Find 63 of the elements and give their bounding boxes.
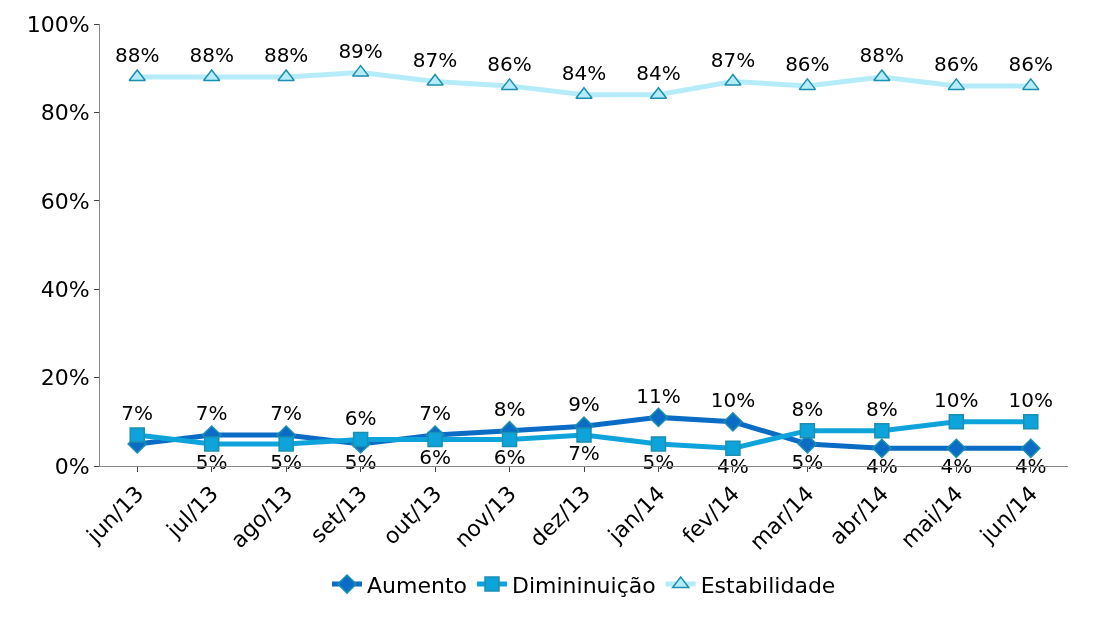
y-tick-label: 80%	[40, 100, 90, 126]
data-label: 7%	[270, 401, 303, 426]
data-label: 88%	[115, 43, 160, 68]
data-label: 7%	[195, 401, 228, 426]
data-label: 86%	[785, 52, 830, 77]
y-tick-label: 100%	[26, 11, 90, 37]
point	[575, 86, 593, 99]
point	[1023, 414, 1039, 430]
data-label: 84%	[561, 60, 607, 85]
data-label: 10%	[934, 388, 979, 413]
data-label: 8%	[791, 396, 824, 421]
data-label: 7%	[568, 440, 600, 465]
data-label: 10%	[1008, 388, 1053, 413]
data-label: 8%	[865, 396, 898, 421]
data-label: 88%	[189, 43, 234, 68]
legend-label: Dimininuição	[512, 572, 656, 598]
data-label: 6%	[419, 445, 451, 470]
point	[352, 431, 369, 448]
data-label: 10%	[710, 388, 756, 413]
point	[1020, 438, 1041, 459]
y-tick-label: 60%	[40, 188, 90, 214]
point	[501, 431, 518, 448]
data-label: 88%	[263, 43, 309, 68]
point	[724, 73, 742, 86]
data-label: 88%	[859, 43, 905, 68]
point	[946, 438, 967, 459]
data-label: 86%	[1008, 52, 1053, 77]
point	[948, 414, 965, 430]
data-label: 7%	[419, 401, 451, 426]
y-tick-label: 0%	[54, 453, 90, 479]
data-label: 6%	[344, 405, 377, 430]
data-label: 9%	[568, 392, 600, 417]
data-label: 86%	[487, 52, 532, 77]
data-label: 7%	[121, 401, 154, 426]
point	[427, 431, 443, 448]
data-label: 84%	[636, 60, 681, 85]
data-label: 86%	[934, 52, 979, 77]
data-label: 5%	[344, 449, 377, 474]
data-label: 87%	[710, 47, 756, 72]
legend-label: Aumento	[367, 572, 467, 598]
data-label: 8%	[493, 396, 526, 421]
point	[278, 436, 294, 452]
y-tick-label: 40%	[40, 276, 90, 302]
point	[648, 407, 669, 428]
point	[874, 422, 890, 439]
point	[799, 422, 816, 439]
data-label: 5%	[195, 449, 228, 474]
point	[129, 427, 145, 443]
point	[723, 411, 743, 432]
point	[650, 436, 667, 452]
legend-label: Estabilidade	[700, 572, 836, 598]
point	[203, 436, 220, 452]
point	[576, 427, 592, 443]
data-label: 89%	[338, 38, 383, 63]
point	[872, 438, 892, 459]
y-tick-label: 20%	[40, 365, 90, 391]
point	[277, 69, 295, 82]
point	[725, 440, 741, 457]
point	[873, 69, 891, 82]
data-label: 11%	[636, 383, 681, 408]
data-label: 6%	[493, 445, 526, 470]
data-label: 87%	[412, 47, 458, 72]
point	[426, 73, 444, 86]
